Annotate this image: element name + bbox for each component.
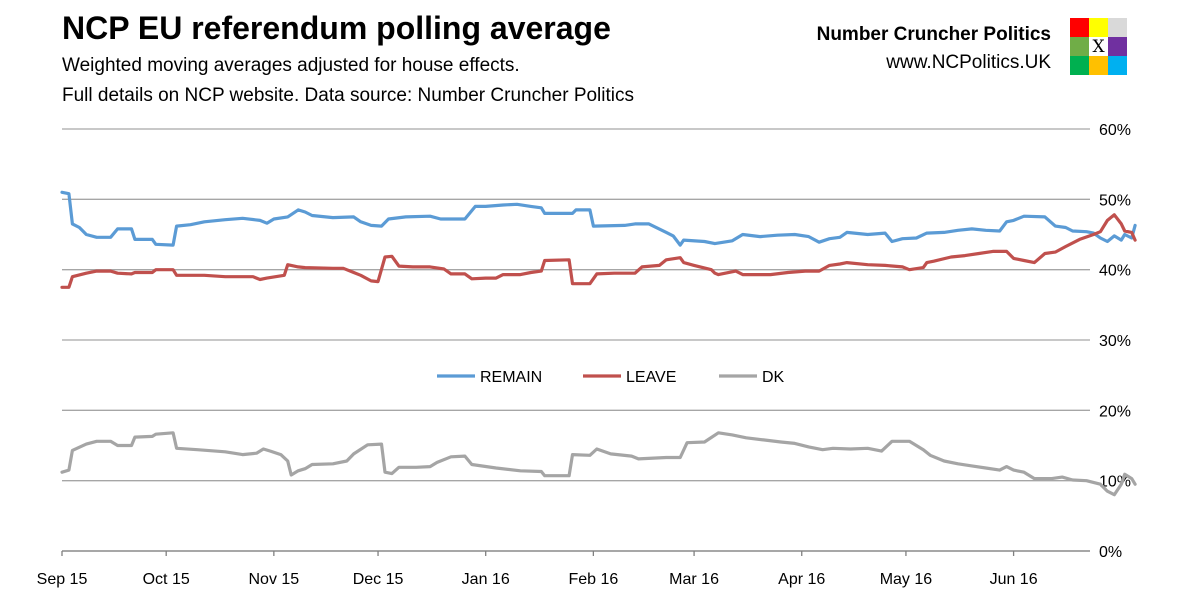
y-axis-ticks: 0%10%20%30%40%50%60% xyxy=(1099,122,1131,561)
y-tick-label: 20% xyxy=(1099,403,1131,420)
legend-label-leave: LEAVE xyxy=(626,369,676,386)
chart-subtitle-line2: Full details on NCP website. Data source… xyxy=(62,85,634,106)
x-tick-label: Sep 15 xyxy=(37,571,88,588)
x-tick-label: Dec 15 xyxy=(353,571,404,588)
logo-glyph: X xyxy=(1092,37,1105,57)
chart-title: NCP EU referendum polling average xyxy=(62,10,611,46)
chart-legend: REMAIN LEAVE DK xyxy=(437,369,785,386)
chart-subtitle-line1: Weighted moving averages adjusted for ho… xyxy=(62,55,520,76)
series-line-dk xyxy=(60,431,1137,497)
logo-cell xyxy=(1089,56,1108,75)
x-tick-label: Nov 15 xyxy=(248,571,299,588)
ncp-logo-icon: X xyxy=(1070,18,1127,75)
logo-cell xyxy=(1089,37,1108,56)
chart-series xyxy=(60,190,1137,497)
series-line-remain xyxy=(60,190,1137,247)
y-tick-label: 40% xyxy=(1099,263,1131,280)
legend-label-remain: REMAIN xyxy=(480,369,542,386)
series-line-leave xyxy=(60,213,1137,289)
x-tick-label: May 16 xyxy=(880,571,933,588)
y-tick-label: 50% xyxy=(1099,192,1131,209)
x-axis: Sep 15 Oct 15 Nov 15 Dec 15 Jan 16 Feb 16 Mar … xyxy=(37,550,1090,588)
logo-cell xyxy=(1070,56,1089,75)
x-tick-label: Jan 16 xyxy=(462,571,510,588)
logo-cell xyxy=(1108,56,1127,75)
logo-cell xyxy=(1108,37,1127,56)
x-tick-label: Feb 16 xyxy=(568,571,618,588)
legend-label-dk: DK xyxy=(762,369,785,386)
x-tick-label: Apr 16 xyxy=(778,571,825,588)
logo-cell xyxy=(1070,18,1089,37)
x-tick-label: Jun 16 xyxy=(990,571,1038,588)
chart-gridlines xyxy=(62,128,1090,552)
logo-cell xyxy=(1089,18,1108,37)
x-tick-label: Oct 15 xyxy=(143,571,190,588)
y-tick-label: 30% xyxy=(1099,333,1131,350)
brand-name: Number Cruncher Politics xyxy=(816,24,1051,45)
y-tick-label: 60% xyxy=(1099,122,1131,139)
y-tick-label: 0% xyxy=(1099,544,1122,561)
brand-url: www.NCPolitics.UK xyxy=(886,52,1051,73)
logo-cell xyxy=(1070,37,1089,56)
x-tick-label: Mar 16 xyxy=(669,571,719,588)
logo-cell xyxy=(1108,18,1127,37)
